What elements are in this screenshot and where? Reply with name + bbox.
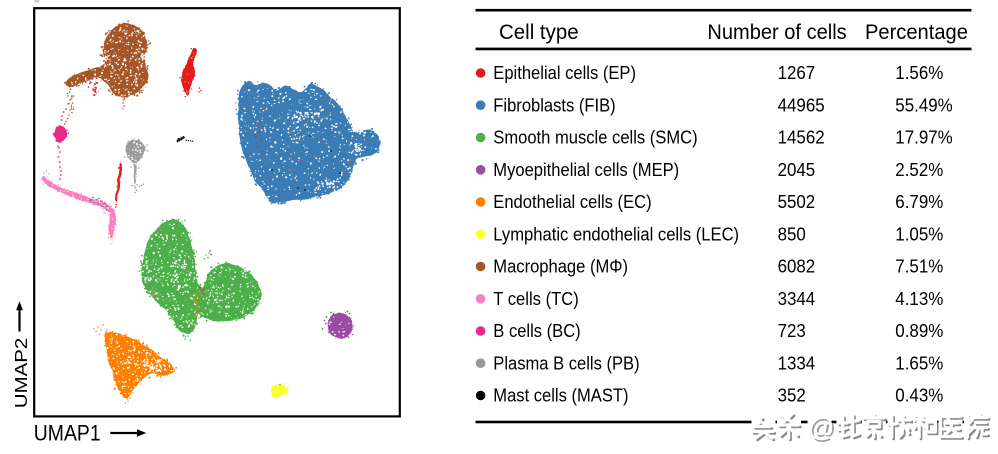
svg-text:Percentage: Percentage [865,21,968,44]
svg-text:Macrophage (MΦ): Macrophage (MΦ) [493,257,628,277]
svg-text:UMAP1: UMAP1 [34,421,101,446]
svg-text:6.79%: 6.79% [895,192,943,212]
svg-text:0.43%: 0.43% [895,386,943,406]
svg-text:@: @ [810,414,836,444]
svg-text:Fibroblasts (FIB): Fibroblasts (FIB) [493,95,615,115]
svg-text:@: @ [808,412,834,442]
svg-text:850: 850 [778,224,806,244]
svg-text:1334: 1334 [778,353,816,373]
svg-text:B cells (BC): B cells (BC) [493,321,580,341]
svg-text:723: 723 [778,321,806,341]
svg-text:352: 352 [778,386,806,406]
svg-text:1.05%: 1.05% [895,224,943,244]
svg-text:UMAP2: UMAP2 [11,338,31,409]
svg-text:Number of cells: Number of cells [707,21,846,44]
svg-text:17.97%: 17.97% [895,128,952,148]
svg-text:Smooth muscle cells (SMC): Smooth muscle cells (SMC) [493,128,697,148]
svg-text:Plasma B cells (PB): Plasma B cells (PB) [493,353,639,373]
svg-text:@: @ [808,412,834,442]
svg-text:55.49%: 55.49% [895,95,952,115]
svg-text:2.52%: 2.52% [895,160,943,180]
svg-text:0.89%: 0.89% [895,321,943,341]
svg-text:44965: 44965 [778,95,825,115]
svg-text:Myoepithelial cells (MEP): Myoepithelial cells (MEP) [493,160,679,180]
svg-text:6082: 6082 [778,257,816,277]
svg-text:3344: 3344 [778,289,816,309]
svg-text:Endothelial cells (EC): Endothelial cells (EC) [493,192,651,212]
svg-text:1.56%: 1.56% [895,63,943,83]
svg-text:T cells (TC): T cells (TC) [493,289,579,309]
svg-text:7.51%: 7.51% [895,257,943,277]
svg-text:5502: 5502 [778,192,816,212]
svg-text:2045: 2045 [778,160,816,180]
svg-text:14562: 14562 [778,128,825,148]
svg-text:1267: 1267 [778,63,816,83]
svg-text:4.13%: 4.13% [895,289,943,309]
svg-text:Cell type: Cell type [499,21,579,44]
svg-text:Epithelial cells (EP): Epithelial cells (EP) [493,63,636,83]
svg-text:Mast cells (MAST): Mast cells (MAST) [493,386,628,406]
svg-text:1.65%: 1.65% [895,353,943,373]
svg-text:Lymphatic endothelial cells (L: Lymphatic endothelial cells (LEC) [493,224,739,244]
